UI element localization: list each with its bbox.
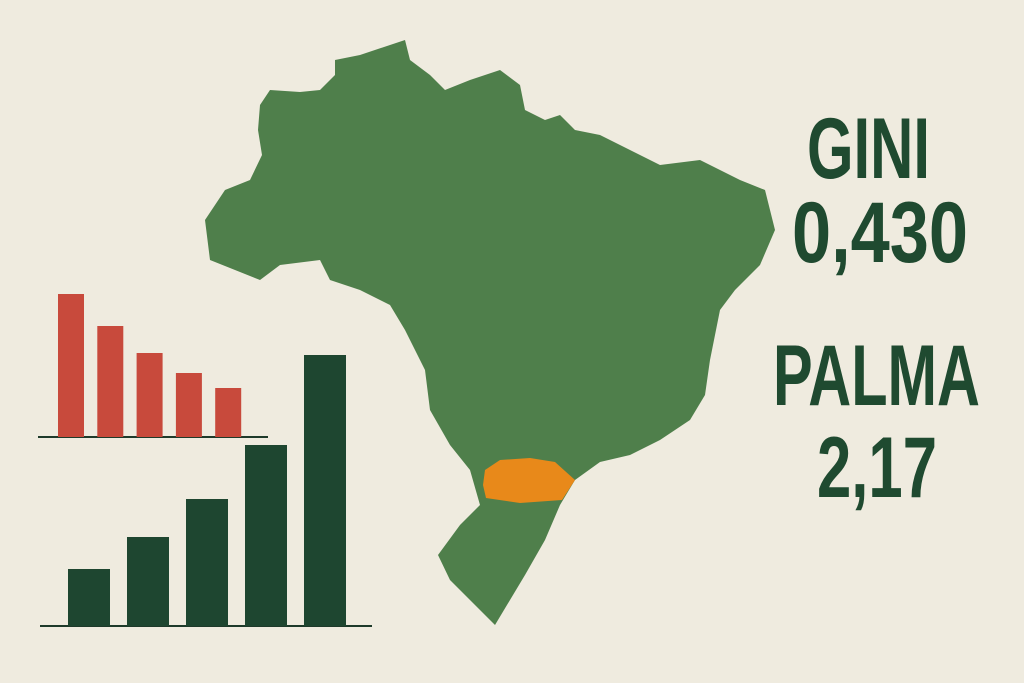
brazil-map: [205, 40, 775, 625]
bar: [136, 353, 163, 437]
highlighted-state: [483, 458, 575, 503]
bar: [127, 537, 169, 626]
bar: [215, 388, 242, 437]
bar: [175, 373, 202, 437]
bar: [68, 569, 110, 626]
gini-label: GINI: [807, 101, 930, 197]
bar: [58, 294, 84, 437]
bar: [245, 445, 287, 626]
palma-value: 2,17: [817, 420, 937, 516]
bar: [304, 355, 346, 626]
bar: [186, 499, 228, 626]
bar: [97, 326, 124, 437]
palma-label: PALMA: [773, 328, 980, 424]
gini-value: 0,430: [792, 185, 968, 281]
